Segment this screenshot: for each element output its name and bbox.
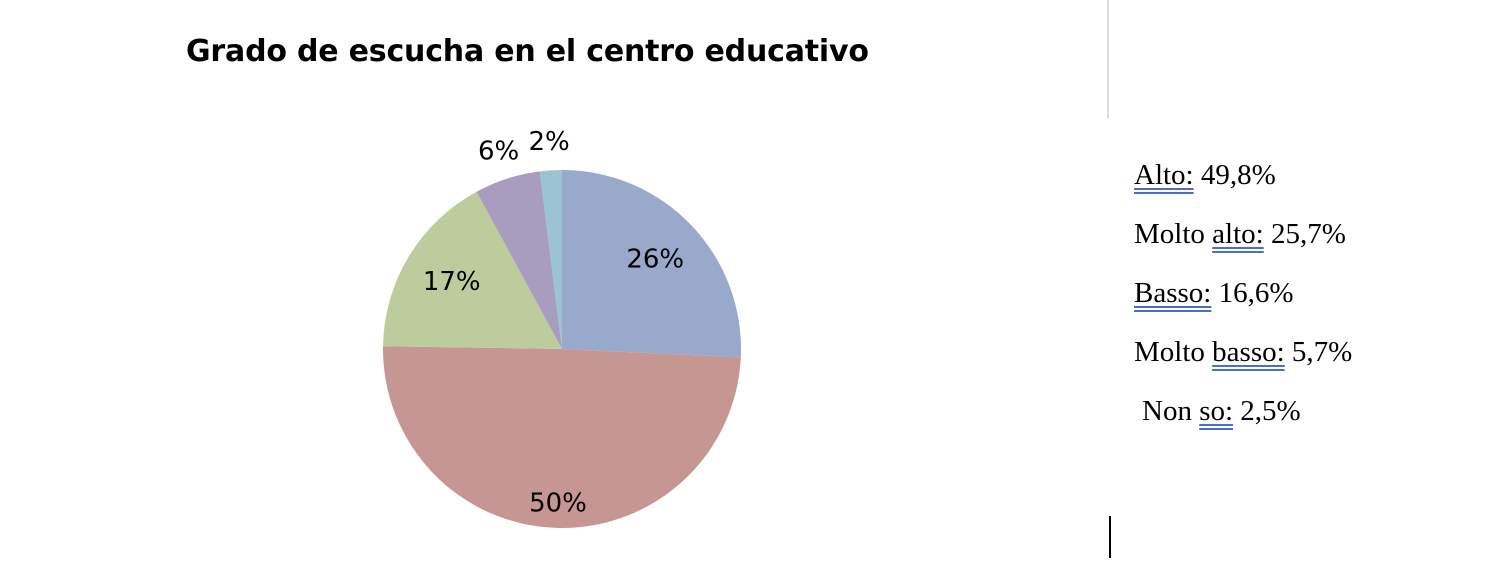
legend-prefix: Molto [1134, 336, 1213, 368]
legend-line-molto-basso: Molto basso: 5,7% [1134, 333, 1352, 392]
legend-underlined-label: so: [1199, 395, 1234, 427]
pie-chart: 26% 50% 17% 6% 2% [383, 127, 741, 529]
legend-underlined-label: alto: [1212, 218, 1264, 250]
pie-slice-label: 50% [529, 489, 587, 519]
legend-prefix: Non [1142, 395, 1200, 427]
legend-prefix: Molto [1134, 218, 1213, 250]
legend-value: 16,6% [1211, 277, 1294, 309]
legend-value: 25,7% [1263, 218, 1346, 250]
legend-value: 5,7% [1284, 336, 1353, 368]
pie-slice [383, 346, 741, 529]
pie-slice-label: 2% [529, 127, 570, 157]
pie-slice-label: 26% [626, 245, 684, 275]
legend-underlined-label: Alto: [1134, 159, 1194, 191]
pie-slice [383, 191, 562, 349]
legend-text-list: Alto: 49,8% Molto alto: 25,7% Basso: 16,… [1134, 156, 1352, 451]
pie-slice [562, 170, 741, 358]
legend-line-non-so: Non so: 2,5% [1134, 392, 1352, 451]
pie-slice-label: 6% [478, 136, 519, 166]
text-cursor[interactable] [1109, 516, 1111, 558]
legend-line-basso: Basso: 16,6% [1134, 274, 1352, 333]
legend-value: 2,5% [1233, 395, 1301, 427]
legend-underlined-label: basso: [1212, 336, 1285, 368]
pie-slice [476, 171, 562, 349]
page-divider [1107, 0, 1109, 118]
legend-line-alto: Alto: 49,8% [1134, 156, 1352, 215]
legend-line-molto-alto: Molto alto: 25,7% [1134, 215, 1352, 274]
legend-underlined-label: Basso: [1134, 277, 1212, 309]
pie-slice-label: 17% [423, 267, 481, 297]
legend-value: 49,8% [1193, 159, 1276, 191]
chart-title: Grado de escucha en el centro educativo [186, 34, 869, 69]
pie-slice [539, 170, 562, 349]
